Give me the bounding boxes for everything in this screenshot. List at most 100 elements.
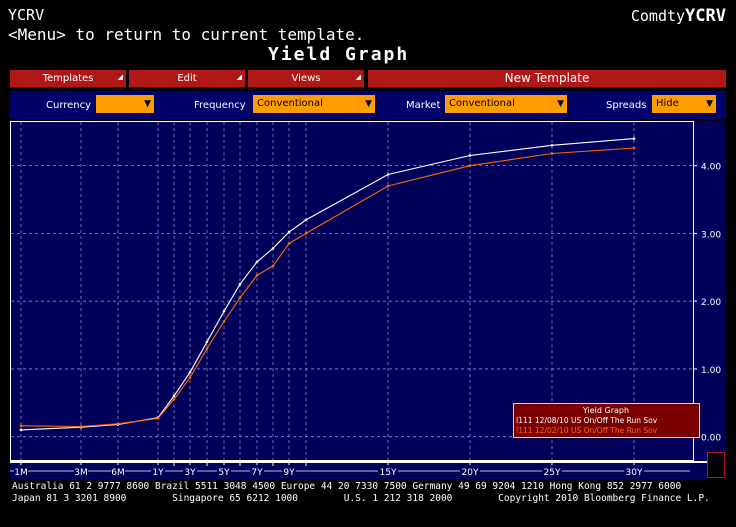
data-point-1-20y [468,164,472,167]
data-point-0-4y [205,340,209,344]
brand-label: ComdtyYCRV [631,6,726,26]
x-tick-label-7y: 7Y [251,468,263,478]
legend-box [513,403,700,438]
x-tick-label-bg-25y [542,465,562,477]
edit-label: Edit [177,73,197,84]
views-menu-button[interactable]: Views ◢ [248,70,364,88]
corner-box[interactable] [707,452,725,478]
data-point-1-2y [172,398,176,401]
data-point-0-2y [172,394,176,398]
currency-label: Currency [46,100,92,111]
yield-chart[interactable]: 0.00 1.00 2.00 3.00 4.00 Yield Graph I111 12/0… [10,121,726,461]
data-point-1-5y [222,320,226,323]
data-point-0-9y [287,230,291,234]
data-point-1-25y [550,152,554,155]
data-point-0-8y [271,247,275,250]
footer-copyright: Japan 81 3 3201 8900 Singapore 65 6212 1… [12,493,710,504]
frequency-select[interactable]: Conventional ▼ [253,95,375,113]
dropdown-arrow-icon: ▼ [557,99,564,109]
dropdown-arrow-icon: ▼ [365,99,372,109]
x-axis-bar: 1M 3M 6M 1Y 3Y 5Y 7Y 9Y 15Y 20Y 25Y 30Y [10,461,707,479]
x-tick-label-bg-3y [183,465,197,477]
x-tick-label-9y: 9Y [283,468,295,478]
x-tick-label-5y: 5Y [218,468,230,478]
x-tick-label-25y: 25Y [544,468,561,478]
new-template-button[interactable]: New Template [368,70,726,88]
x-tick-label-bg-7y [250,465,264,477]
currency-select[interactable]: ▼ [96,95,154,113]
x-tick-label-bg-15y [378,465,398,477]
x-tick-label-bg-6m [111,465,125,477]
x-tick-label-3m: 3M [74,468,88,478]
x-tick-label-20y: 20Y [462,468,479,478]
market-label: Market [406,100,441,111]
x-tick-label-bg-1m [14,465,28,477]
y-tick-label-2: 2.00 [701,298,721,308]
templates-label: Templates [42,73,94,84]
data-point-0-5y [222,310,226,313]
legend-entry-0: I111 12/08/10 US On/Off The Run Sov [516,416,658,425]
data-point-1-6y [238,296,242,300]
data-point-1-4y [205,347,209,350]
y-tick-label-4: 4.00 [701,163,721,173]
footer-contacts: Australia 61 2 9777 8600 Brazil 5511 304… [12,481,682,492]
series-line-0 [20,138,635,431]
edit-menu-button[interactable]: Edit ◢ [129,70,245,88]
x-tick-label-bg-20y [460,465,480,477]
data-point-0-20y [468,154,472,157]
x-tick-label-bg-9y [282,465,296,477]
legend-entry-1: I111 12/02/10 US On/Off The Run Sov [516,426,658,435]
data-point-1-15y [386,184,390,188]
brand-prefix: Comdty [630,7,686,25]
brand-code: YCRV [685,6,726,26]
y-tick-label-0: 0.00 [701,434,721,444]
data-point-0-30y [632,137,636,140]
x-axis-svg: 1M 3M 6M 1Y 3Y 5Y 7Y 9Y 15Y 20Y 25Y 30Y [10,462,707,478]
x-tick-label-3y: 3Y [184,468,196,478]
market-select[interactable]: Conventional ▼ [445,95,567,113]
menu-hint: <Menu> to return to current template. [8,25,365,44]
data-point-1-30y [632,146,636,150]
dropdown-arrow-icon: ◢ [355,73,361,81]
x-tick-label-bg-5y [217,465,231,477]
filter-bar: Currency ▼ Frequency Conventional ▼ Mark… [10,91,726,119]
data-point-1-9y [287,242,291,245]
data-point-1-6m [116,422,120,426]
dropdown-arrow-icon: ▼ [706,99,713,109]
frequency-label: Frequency [194,100,246,111]
page-title: Yield Graph [268,44,410,65]
data-point-1-7y [255,274,259,277]
templates-menu-button[interactable]: Templates ◢ [10,70,126,88]
x-tick-label-30y: 30Y [626,468,643,478]
x-tick-label-1y: 1Y [152,468,164,478]
market-value: Conventional [449,98,515,109]
data-point-0-10y [304,218,308,222]
x-tick-label-15y: 15Y [380,468,397,478]
data-point-0-7y [255,260,259,264]
spreads-value: Hide [656,98,679,109]
data-point-0-25y [550,144,554,147]
x-tick-label-1m: 1M [14,468,28,478]
screen-code: YCRV [8,6,45,24]
y-tick-label-1: 1.00 [701,366,721,376]
data-point-0-3y [188,371,192,374]
dropdown-arrow-icon: ◢ [117,73,123,81]
frequency-value: Conventional [257,98,323,109]
spreads-select[interactable]: Hide ▼ [652,95,716,113]
x-tick-label-6m: 6M [111,468,125,478]
data-point-1-1m [19,424,23,428]
data-point-1-1y [156,417,160,420]
dropdown-arrow-icon: ▼ [144,99,151,109]
x-tick-label-bg-3m [74,465,88,477]
spreads-label: Spreads [606,100,647,111]
data-point-0-6y [238,282,242,286]
y-tick-label-3: 3.00 [701,230,721,240]
data-point-1-10y [304,232,308,235]
series-line-1 [20,147,635,428]
data-point-1-8y [271,264,275,268]
x-tick-label-bg-1y [151,465,165,477]
data-point-1-3y [188,376,192,379]
data-point-0-15y [386,173,390,176]
